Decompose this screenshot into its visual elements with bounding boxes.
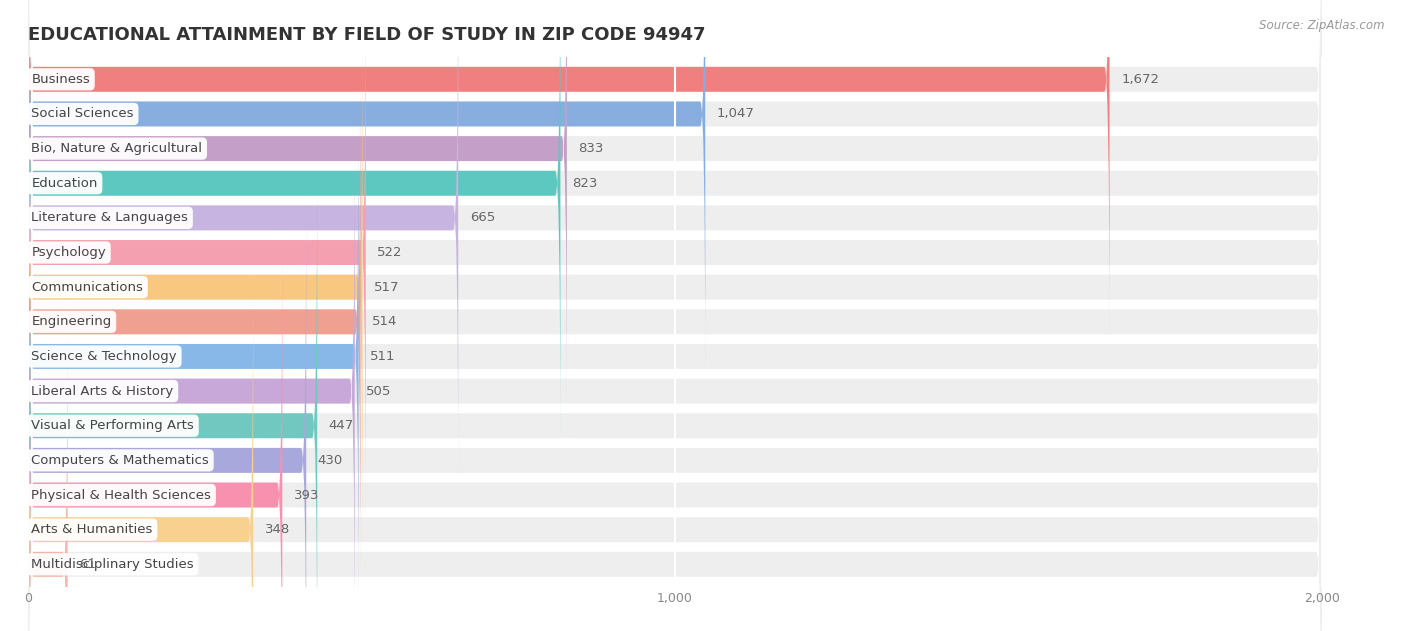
Text: Computers & Mathematics: Computers & Mathematics	[31, 454, 209, 467]
FancyBboxPatch shape	[28, 196, 307, 631]
FancyBboxPatch shape	[28, 0, 1322, 413]
FancyBboxPatch shape	[28, 126, 354, 631]
Text: Bio, Nature & Agricultural: Bio, Nature & Agricultural	[31, 142, 202, 155]
FancyBboxPatch shape	[28, 230, 283, 631]
Text: 393: 393	[294, 488, 319, 502]
Text: Visual & Performing Arts: Visual & Performing Arts	[31, 419, 194, 432]
FancyBboxPatch shape	[28, 0, 1109, 344]
FancyBboxPatch shape	[28, 0, 458, 483]
FancyBboxPatch shape	[28, 0, 366, 517]
Text: 665: 665	[470, 211, 495, 225]
FancyBboxPatch shape	[28, 0, 567, 413]
Text: 430: 430	[318, 454, 343, 467]
Text: Physical & Health Sciences: Physical & Health Sciences	[31, 488, 211, 502]
FancyBboxPatch shape	[28, 265, 253, 631]
Text: 348: 348	[264, 523, 290, 536]
FancyBboxPatch shape	[28, 0, 706, 379]
Text: Arts & Humanities: Arts & Humanities	[31, 523, 153, 536]
Text: EDUCATIONAL ATTAINMENT BY FIELD OF STUDY IN ZIP CODE 94947: EDUCATIONAL ATTAINMENT BY FIELD OF STUDY…	[28, 26, 706, 44]
FancyBboxPatch shape	[28, 300, 1322, 631]
FancyBboxPatch shape	[28, 91, 359, 621]
Text: 514: 514	[373, 316, 398, 328]
FancyBboxPatch shape	[28, 91, 1322, 621]
Text: Education: Education	[31, 177, 98, 190]
Text: 1,047: 1,047	[717, 107, 755, 121]
FancyBboxPatch shape	[28, 161, 1322, 631]
Text: Psychology: Psychology	[31, 246, 105, 259]
Text: 1,672: 1,672	[1121, 73, 1159, 86]
Text: 522: 522	[377, 246, 404, 259]
FancyBboxPatch shape	[28, 0, 1322, 344]
FancyBboxPatch shape	[28, 23, 363, 552]
FancyBboxPatch shape	[28, 57, 1322, 586]
FancyBboxPatch shape	[28, 196, 1322, 631]
FancyBboxPatch shape	[28, 230, 1322, 631]
FancyBboxPatch shape	[28, 300, 67, 631]
FancyBboxPatch shape	[28, 126, 1322, 631]
Text: 61: 61	[79, 558, 96, 571]
Text: 511: 511	[370, 350, 395, 363]
FancyBboxPatch shape	[28, 265, 1322, 631]
Text: 823: 823	[572, 177, 598, 190]
Text: 505: 505	[367, 385, 392, 398]
Text: Social Sciences: Social Sciences	[31, 107, 134, 121]
Text: Multidisciplinary Studies: Multidisciplinary Studies	[31, 558, 194, 571]
FancyBboxPatch shape	[28, 23, 1322, 552]
FancyBboxPatch shape	[28, 161, 318, 631]
Text: 833: 833	[578, 142, 605, 155]
Text: Liberal Arts & History: Liberal Arts & History	[31, 385, 173, 398]
Text: 447: 447	[329, 419, 354, 432]
Text: Literature & Languages: Literature & Languages	[31, 211, 188, 225]
FancyBboxPatch shape	[28, 57, 360, 586]
Text: Science & Technology: Science & Technology	[31, 350, 177, 363]
FancyBboxPatch shape	[28, 0, 561, 448]
Text: Business: Business	[31, 73, 90, 86]
FancyBboxPatch shape	[28, 0, 1322, 517]
FancyBboxPatch shape	[28, 0, 1322, 448]
FancyBboxPatch shape	[28, 0, 1322, 379]
Text: Source: ZipAtlas.com: Source: ZipAtlas.com	[1260, 19, 1385, 32]
Text: Communications: Communications	[31, 281, 143, 293]
Text: Engineering: Engineering	[31, 316, 111, 328]
FancyBboxPatch shape	[28, 0, 1322, 483]
Text: 517: 517	[374, 281, 399, 293]
